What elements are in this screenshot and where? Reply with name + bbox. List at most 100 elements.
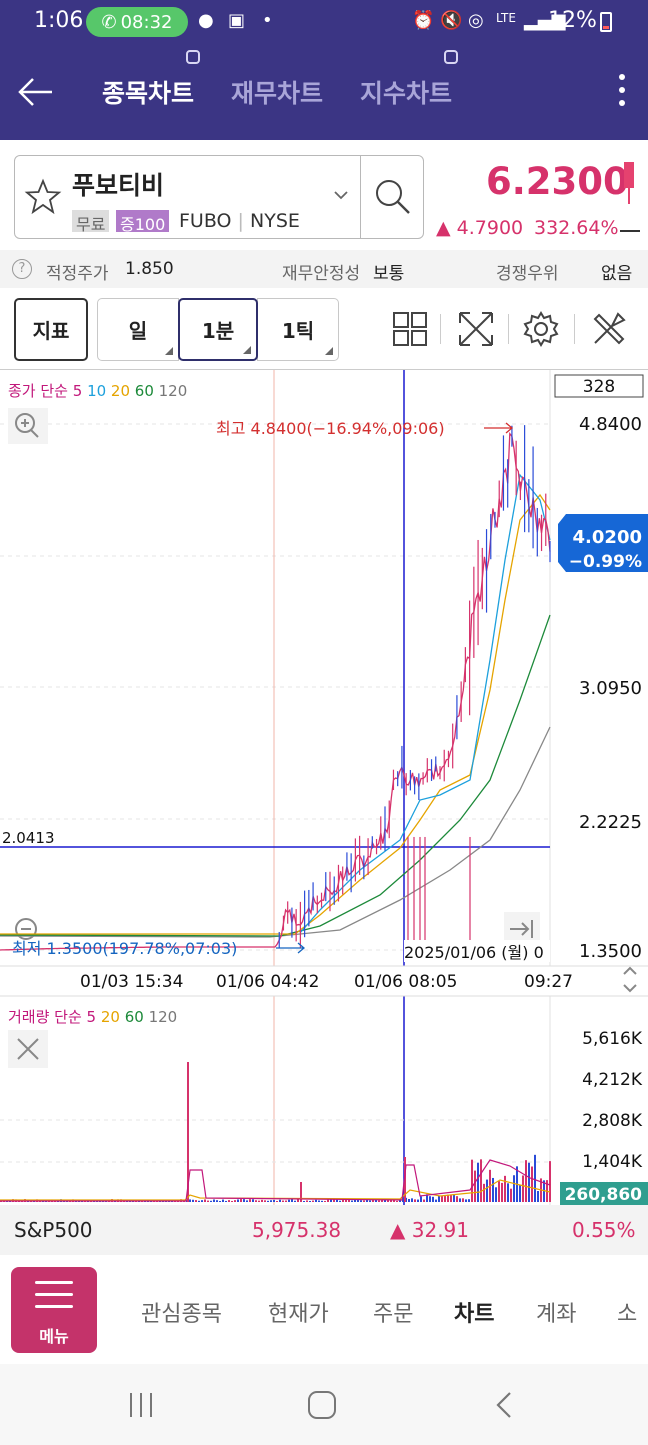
volume-bar bbox=[297, 1199, 299, 1202]
scroll-to-latest-icon[interactable] bbox=[504, 912, 540, 944]
more-menu-icon[interactable] bbox=[610, 70, 634, 110]
volume-bar bbox=[240, 1199, 242, 1202]
chevron-down-icon[interactable] bbox=[332, 186, 350, 204]
legend-period-60: 60 bbox=[125, 1008, 149, 1026]
search-icon[interactable] bbox=[372, 176, 412, 216]
nav-watchlist[interactable]: 관심종목 bbox=[141, 1302, 222, 1327]
volume-bar bbox=[360, 1200, 362, 1202]
volume-tick-2: 2,808K bbox=[582, 1111, 643, 1131]
volume-bar bbox=[417, 1199, 419, 1202]
fair-price-value: 1.850 bbox=[125, 259, 174, 279]
legend-period-5: 5 bbox=[87, 1008, 101, 1026]
home-icon[interactable] bbox=[306, 1390, 338, 1420]
indicator-button[interactable]: 지표 bbox=[14, 298, 88, 361]
volume-bar bbox=[246, 1200, 248, 1202]
volume-bar bbox=[504, 1175, 506, 1202]
volume-bar bbox=[201, 1200, 203, 1202]
tab-stock-chart[interactable]: 종목차트 bbox=[102, 79, 195, 108]
volume-bar bbox=[522, 1175, 524, 1202]
period-1tick-button[interactable]: 1틱 bbox=[257, 298, 339, 361]
back-arrow-icon[interactable] bbox=[16, 72, 56, 112]
volume-bar bbox=[228, 1200, 230, 1202]
competition-label: 경쟁우위 bbox=[496, 264, 559, 284]
volume-bar bbox=[384, 1199, 386, 1202]
favorite-star-icon[interactable] bbox=[24, 178, 62, 216]
index-ticker-bar[interactable]: S&P500 5,975.38 ▲ 32.91 0.55% bbox=[0, 1205, 648, 1255]
volume-ma-20-line bbox=[0, 1179, 551, 1201]
nav-chart[interactable]: 차트 bbox=[454, 1302, 495, 1327]
volume-bar bbox=[213, 1199, 215, 1202]
volume-tick-0: 5,616K bbox=[582, 1029, 643, 1049]
menu-button[interactable]: 메뉴 bbox=[11, 1267, 97, 1353]
battery-level: 12% bbox=[548, 8, 597, 33]
volume-bar bbox=[216, 1200, 218, 1202]
legend-period-120: 120 bbox=[149, 1008, 178, 1026]
expand-icon[interactable] bbox=[457, 310, 495, 348]
divider bbox=[0, 369, 648, 370]
volume-bar bbox=[471, 1159, 473, 1202]
volume-bar bbox=[267, 1200, 269, 1202]
nav-order[interactable]: 주문 bbox=[373, 1302, 414, 1327]
ma-10-line bbox=[299, 473, 551, 934]
volume-bar bbox=[447, 1194, 449, 1202]
nav-account[interactable]: 계좌 bbox=[536, 1302, 577, 1327]
volume-ma-5-line bbox=[0, 1159, 551, 1202]
price-change-percent: 332.64% bbox=[534, 217, 619, 239]
volume-bar bbox=[336, 1199, 338, 1202]
y-tick-2: 2.2225 bbox=[579, 812, 642, 833]
hotspot-icon: ◎ bbox=[468, 10, 484, 31]
volume-bar bbox=[282, 1200, 284, 1202]
nav-current-price[interactable]: 현재가 bbox=[268, 1302, 329, 1327]
system-back-icon[interactable] bbox=[492, 1390, 516, 1420]
volume-bar bbox=[195, 1200, 197, 1202]
legend-period-60: 60 bbox=[135, 382, 159, 400]
x-tick-1: 01/06 04:42 bbox=[216, 972, 319, 992]
tab-financial-chart[interactable]: 재무차트 bbox=[231, 79, 324, 108]
legend-prefix: 거래량 단순 bbox=[8, 1008, 87, 1026]
volume-bar bbox=[264, 1200, 266, 1202]
help-icon[interactable]: ? bbox=[12, 259, 32, 279]
period-1min-button[interactable]: 1분 bbox=[178, 298, 258, 361]
volume-bar bbox=[534, 1154, 536, 1202]
menu-label: 메뉴 bbox=[39, 1327, 69, 1346]
divider bbox=[440, 314, 441, 344]
recent-apps-icon[interactable] bbox=[126, 1390, 156, 1420]
legend-prefix: 종가 단순 bbox=[8, 382, 73, 400]
volume-bar bbox=[459, 1198, 461, 1202]
volume-bar bbox=[404, 1157, 406, 1202]
volume-bar bbox=[309, 1200, 311, 1202]
price-chart[interactable]: 종가 단순 5 10 20 60 120 최고 4.8400(−16.94%,0… bbox=[0, 370, 648, 1205]
exchange: NYSE bbox=[250, 210, 300, 232]
tab-index-chart[interactable]: 지수차트 bbox=[360, 79, 453, 108]
close-volume-icon[interactable] bbox=[8, 1030, 48, 1068]
volume-bar bbox=[513, 1175, 515, 1202]
volume-bar bbox=[420, 1196, 422, 1202]
zoom-in-icon[interactable] bbox=[8, 408, 48, 444]
stock-code: FUBO | NYSE bbox=[179, 210, 300, 232]
legend-period-120: 120 bbox=[159, 382, 188, 400]
volume-bar bbox=[261, 1199, 263, 1202]
stock-selector[interactable] bbox=[14, 155, 424, 239]
volume-bar bbox=[519, 1185, 521, 1202]
call-indicator[interactable]: ✆ 08:32 bbox=[86, 7, 188, 37]
axis-resize-icon[interactable] bbox=[623, 966, 637, 993]
volume-tick-3: 1,404K bbox=[582, 1152, 643, 1172]
volume-bar bbox=[375, 1199, 377, 1202]
volume-bar bbox=[270, 1200, 272, 1202]
volume-bar bbox=[291, 1199, 293, 1202]
period-day-button[interactable]: 일 bbox=[97, 298, 179, 361]
volume-bar bbox=[255, 1200, 257, 1202]
layout-grid-icon[interactable] bbox=[391, 310, 429, 348]
volume-bar bbox=[225, 1200, 227, 1202]
zoom-out-icon[interactable] bbox=[15, 918, 37, 940]
low-annotation: 최저 1.3500(197.78%,07:03) bbox=[12, 939, 237, 958]
alarm-icon: ⏰ bbox=[412, 10, 435, 31]
tools-icon[interactable] bbox=[590, 310, 628, 348]
settings-gear-icon[interactable] bbox=[522, 310, 560, 348]
y-tick-0: 4.8400 bbox=[579, 414, 642, 435]
x-tick-2: 01/06 08:05 bbox=[354, 972, 457, 992]
y-tick-1: 3.0950 bbox=[579, 678, 642, 699]
volume-bar bbox=[187, 1062, 189, 1202]
high-arrow-icon bbox=[484, 422, 514, 434]
nav-more[interactable]: 소 bbox=[617, 1302, 638, 1327]
